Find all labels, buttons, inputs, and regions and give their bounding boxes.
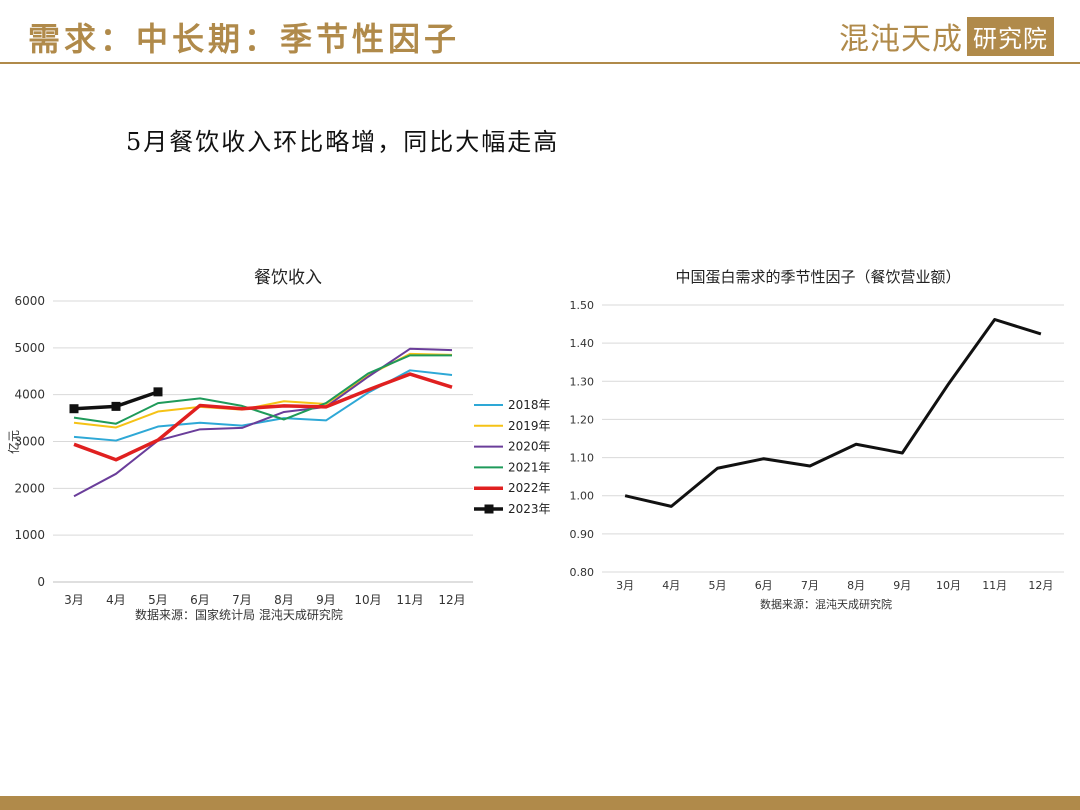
y-tick-label: 1.00 [570, 490, 595, 503]
y-tick-label: 5000 [14, 341, 45, 355]
x-tick-label: 12月 [1028, 579, 1053, 592]
legend-label: 2020年 [508, 440, 551, 454]
x-tick-label: 4月 [662, 579, 680, 592]
x-tick-label: 6月 [755, 579, 773, 592]
chart1-legend: 2018年 2019年 2020年 2021年 2022年 2023年 [474, 398, 551, 516]
series-line-2021年 [73, 354, 452, 425]
header-divider [0, 62, 1080, 64]
y-tick-label: 1.30 [570, 375, 595, 388]
data-point [153, 387, 163, 397]
y-tick-label: 0.90 [570, 528, 595, 541]
chart1-title: 餐饮收入 [254, 268, 322, 288]
logo-main-text: 混沌天成 [839, 22, 963, 57]
series-line-2020年 [73, 347, 453, 498]
x-tick-label: 3月 [616, 579, 634, 592]
legend-label: 2018年 [508, 398, 551, 412]
y-tick-label: 1.20 [570, 413, 595, 426]
chart-seasonal-factor: 中国蛋白需求的季节性因子（餐饮营业额） 0.80 0.90 1.00 1.10 1.20… [570, 268, 1064, 611]
x-tick-label: 8月 [847, 579, 865, 592]
x-tick-label: 4月 [106, 593, 126, 607]
legend-label: 2022年 [508, 481, 551, 495]
x-tick-label: 5月 [709, 579, 727, 592]
chart1-series [69, 347, 453, 498]
x-tick-label: 5月 [148, 593, 168, 607]
chart1-gridlines [53, 300, 473, 583]
x-tick-label: 6月 [190, 593, 210, 607]
chart2-x-ticks: 3月 4月 5月 6月 7月 8月 9月 10月 11月 12月 [616, 579, 1053, 592]
chart1-source: 数据来源：国家统计局 混沌天成研究院 [135, 607, 343, 622]
y-tick-label: 1000 [14, 528, 45, 542]
y-tick-label: 4000 [14, 388, 45, 402]
x-tick-label: 8月 [274, 593, 294, 607]
y-tick-label: 3000 [14, 435, 45, 449]
footer-bar [0, 796, 1080, 810]
y-tick-label: 2000 [14, 481, 45, 495]
y-tick-label: 1.50 [570, 299, 595, 312]
chart2-y-ticks: 0.80 0.90 1.00 1.10 1.20 1.30 1.40 1.50 [570, 299, 595, 579]
logo-box-text: 研究院 [967, 16, 1054, 56]
x-tick-label: 10月 [936, 579, 961, 592]
chart2-source: 数据来源：混沌天成研究院 [760, 597, 892, 611]
x-tick-label: 7月 [801, 579, 819, 592]
chart-catering-revenue: 餐饮收入 0 1000 2000 3000 4000 5000 6000 3月 4月 5月 6月 7… [6, 268, 551, 622]
chart2-series [624, 317, 1042, 508]
y-tick-label: 6000 [14, 294, 45, 308]
x-tick-label: 3月 [64, 593, 84, 607]
page-title: 需求：中长期：季节性因子 [28, 20, 461, 58]
y-tick-label: 1.40 [570, 337, 595, 350]
slide-subtitle: 5月餐饮收入环比略增，同比大幅走高 [126, 128, 560, 156]
x-tick-label: 11月 [396, 593, 423, 607]
chart1-y-ticks: 0 1000 2000 3000 4000 5000 6000 [14, 294, 45, 589]
x-tick-label: 9月 [893, 579, 911, 592]
legend-label: 2023年 [508, 502, 551, 516]
x-tick-label: 12月 [438, 593, 465, 607]
x-tick-label: 11月 [982, 579, 1007, 592]
data-point [69, 404, 79, 414]
y-tick-label: 1.10 [570, 452, 595, 465]
legend-label: 2021年 [508, 460, 551, 474]
y-tick-label: 0 [37, 575, 45, 589]
x-tick-label: 10月 [354, 593, 381, 607]
chart2-gridlines [602, 304, 1064, 573]
chart2-title: 中国蛋白需求的季节性因子（餐饮营业额） [675, 268, 960, 286]
chart1-y-label: 亿元 [6, 430, 21, 454]
legend-marker [484, 504, 494, 514]
series-line-s0 [624, 317, 1042, 508]
x-tick-label: 7月 [232, 593, 252, 607]
data-point [111, 401, 121, 411]
y-tick-label: 0.80 [570, 566, 595, 579]
brand-logo: 混沌天成 研究院 [839, 16, 1054, 57]
series-line-2022年 [73, 372, 453, 462]
x-tick-label: 9月 [316, 593, 336, 607]
chart1-x-ticks: 3月 4月 5月 6月 7月 8月 9月 10月 11月 12月 [64, 593, 465, 607]
legend-label: 2019年 [508, 419, 551, 433]
